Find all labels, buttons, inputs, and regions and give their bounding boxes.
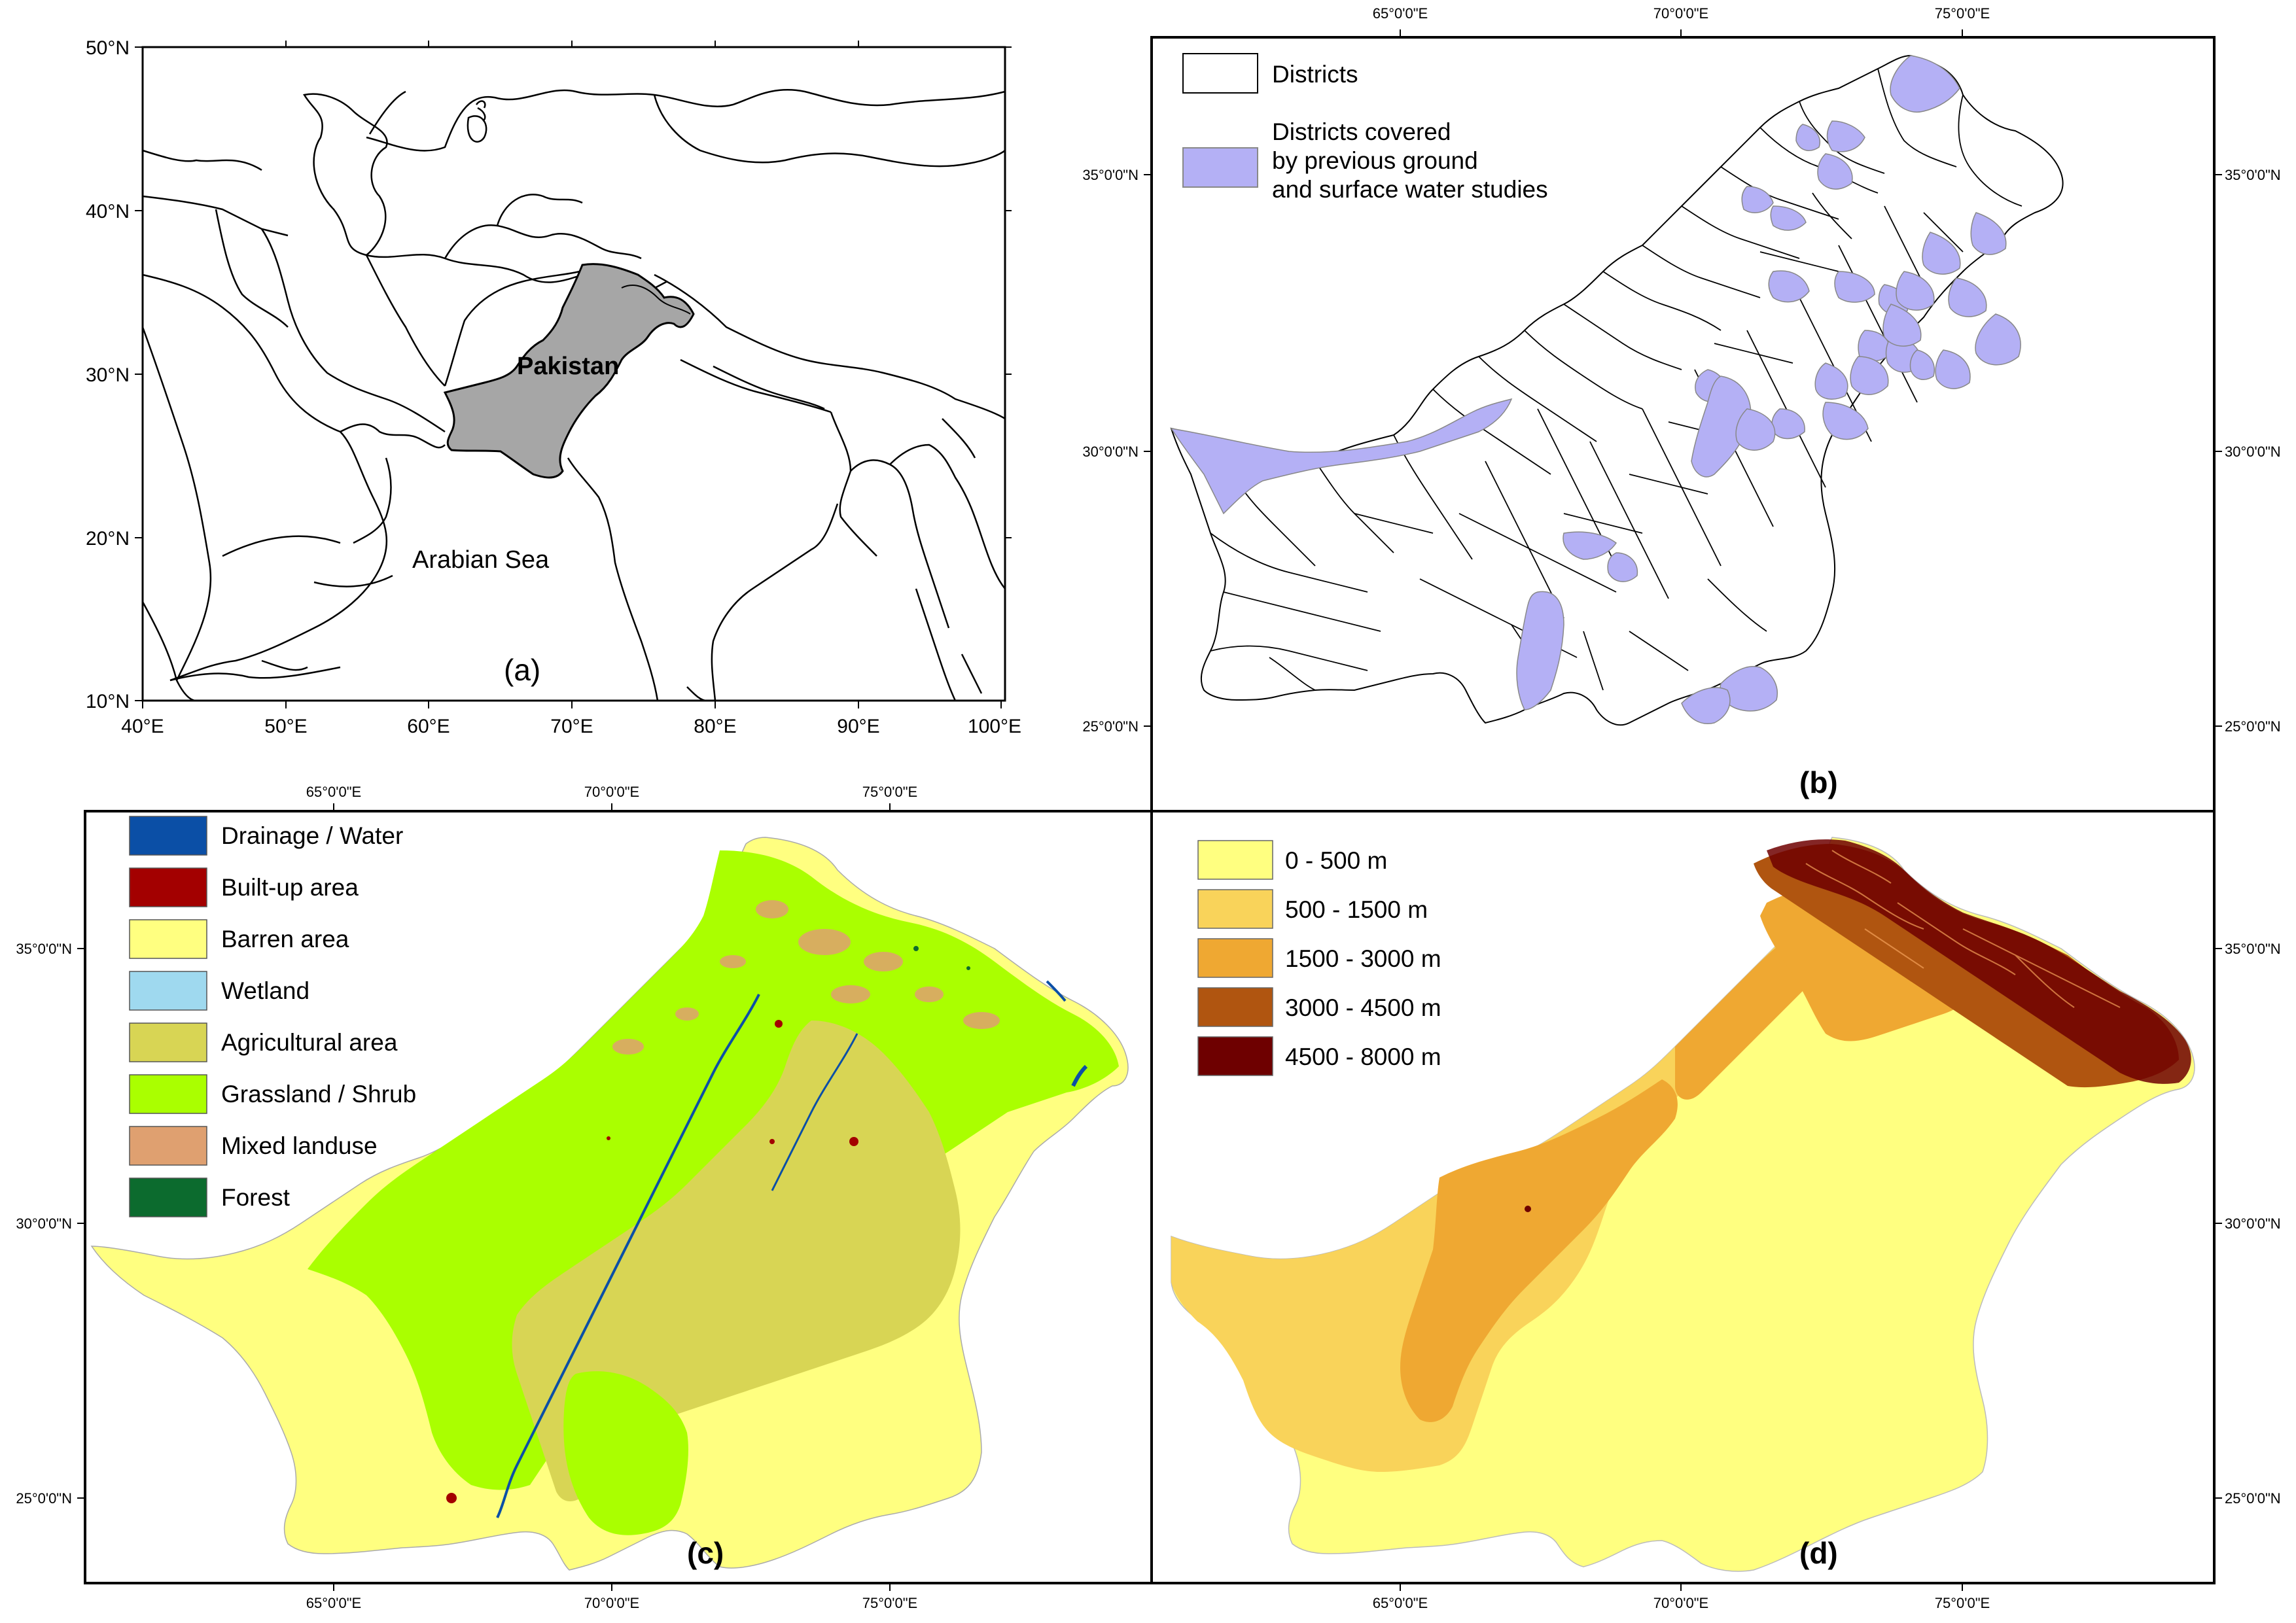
lon-tick-label: 60°E: [407, 716, 450, 737]
lat-tick-label: 30°N: [86, 364, 130, 386]
lat-tick-label: 35°0'0"N: [1082, 167, 1139, 183]
lat-tick-label: 30°0'0"N: [2225, 1215, 2281, 1232]
panel-c: 65°0'0"E 70°0'0"E 75°0'0"E 65°0'0"E 70°0…: [16, 784, 1153, 1611]
lon-tick-label: 50°E: [264, 716, 307, 737]
panel-a: 50°N 40°N 30°N 20°N 10°N 40°E 50°E 60°E …: [86, 37, 1021, 737]
legend-swatch: [129, 1126, 207, 1166]
lon-tick-label: 75°0'0"E: [1935, 1595, 1990, 1611]
legend-swatch: [129, 867, 207, 907]
lon-tick-label: 75°0'0"E: [1935, 5, 1990, 22]
legend-label: Built-up area: [221, 874, 359, 901]
country-boundaries: [141, 89, 1006, 702]
elevation-map: [1171, 837, 2195, 1572]
lat-tick-label: 35°0'0"N: [16, 941, 72, 957]
lon-tick-label: 75°0'0"E: [862, 1595, 917, 1611]
panel-d-legend: 0 - 500 m 500 - 1500 m 1500 - 3000 m 300…: [1197, 840, 1441, 1076]
legend-label: Barren area: [221, 926, 349, 952]
legend-label: Grassland / Shrub: [221, 1081, 416, 1108]
legend-swatch: [1197, 987, 1273, 1027]
legend-label: Forest: [221, 1184, 291, 1211]
lon-tick-label: 65°0'0"E: [1373, 1595, 1428, 1611]
lon-tick-label: 75°0'0"E: [862, 784, 917, 800]
legend-label: 0 - 500 m: [1285, 847, 1387, 874]
legend-swatch: [1197, 1036, 1273, 1076]
legend-swatch: [1197, 889, 1273, 929]
legend-swatch: [129, 971, 207, 1011]
lat-tick-label: 30°0'0"N: [2225, 444, 2281, 460]
lat-tick-label: 35°0'0"N: [2225, 167, 2281, 183]
lon-tick-label: 100°E: [968, 716, 1021, 737]
landuse-map: [90, 837, 1129, 1571]
highlighted-districts: [1170, 55, 2021, 724]
lat-tick-label: 35°0'0"N: [2225, 941, 2281, 957]
panel-b-legend: Districts Districts covered by previous …: [1182, 53, 1548, 203]
lon-tick-label: 90°E: [837, 716, 879, 737]
lon-tick-label: 70°0'0"E: [584, 1595, 639, 1611]
legend-label-covered: Districts covered by previous ground and…: [1272, 118, 1548, 203]
lon-tick-label: 70°E: [550, 716, 593, 737]
legend-label: 1500 - 3000 m: [1285, 945, 1441, 972]
legend-swatch: [1197, 938, 1273, 978]
legend-label: Mixed landuse: [221, 1132, 378, 1159]
arabian-sea-label: Arabian Sea: [412, 546, 550, 574]
legend-label: 4500 - 8000 m: [1285, 1043, 1441, 1070]
legend-label: 500 - 1500 m: [1285, 896, 1428, 923]
legend-label: 3000 - 4500 m: [1285, 994, 1441, 1021]
panel-c-legend: Drainage / Water Built-up area Barren ar…: [129, 816, 416, 1217]
lat-tick-label: 10°N: [86, 691, 130, 712]
lat-tick-label: 25°0'0"N: [1082, 718, 1139, 735]
pakistan-label: Pakistan: [517, 353, 619, 380]
lat-tick-label: 40°N: [86, 201, 130, 222]
lon-tick-label: 65°0'0"E: [306, 1595, 361, 1611]
legend-swatch: [1197, 840, 1273, 880]
panel-a-label: (a): [504, 653, 540, 687]
panel-d: 65°0'0"E 70°0'0"E 75°0'0"E 35°0'0"N 30°0…: [1150, 810, 2281, 1611]
legend-label: Drainage / Water: [221, 822, 403, 849]
lat-tick-label: 30°0'0"N: [1082, 444, 1139, 460]
panel-c-label: (c): [687, 1536, 724, 1570]
legend-swatch: [129, 919, 207, 959]
panel-b: 65°0'0"E 70°0'0"E 75°0'0"E 35°0'0"N 30°0…: [1082, 5, 2281, 812]
legend-label-districts: Districts: [1272, 61, 1358, 88]
lon-tick-label: 40°E: [121, 716, 164, 737]
legend-label: Agricultural area: [221, 1029, 398, 1056]
lat-tick-label: 20°N: [86, 528, 130, 550]
legend-swatch-districts: [1182, 53, 1258, 94]
lat-tick-label: 30°0'0"N: [16, 1215, 72, 1232]
lat-tick-label: 25°0'0"N: [16, 1490, 72, 1507]
lat-tick-label: 50°N: [86, 37, 130, 59]
panel-d-label: (d): [1799, 1536, 1838, 1570]
lat-tick-label: 25°0'0"N: [2225, 718, 2281, 735]
lon-tick-label: 70°0'0"E: [1653, 5, 1708, 22]
legend-swatch: [129, 816, 207, 856]
legend-swatch: [129, 1074, 207, 1114]
lon-tick-label: 70°0'0"E: [1653, 1595, 1708, 1611]
lon-tick-label: 65°0'0"E: [306, 784, 361, 800]
legend-swatch: [129, 1022, 207, 1062]
legend-label: Wetland: [221, 977, 309, 1004]
lon-tick-label: 65°0'0"E: [1373, 5, 1428, 22]
lat-tick-label: 25°0'0"N: [2225, 1490, 2281, 1507]
lon-tick-label: 80°E: [694, 716, 736, 737]
pakistan-highlight: [443, 263, 695, 479]
legend-swatch: [129, 1178, 207, 1217]
district-map: [1170, 54, 2064, 726]
panel-b-label: (b): [1799, 765, 1838, 799]
legend-swatch-covered: [1182, 147, 1258, 188]
lon-tick-label: 70°0'0"E: [584, 784, 639, 800]
